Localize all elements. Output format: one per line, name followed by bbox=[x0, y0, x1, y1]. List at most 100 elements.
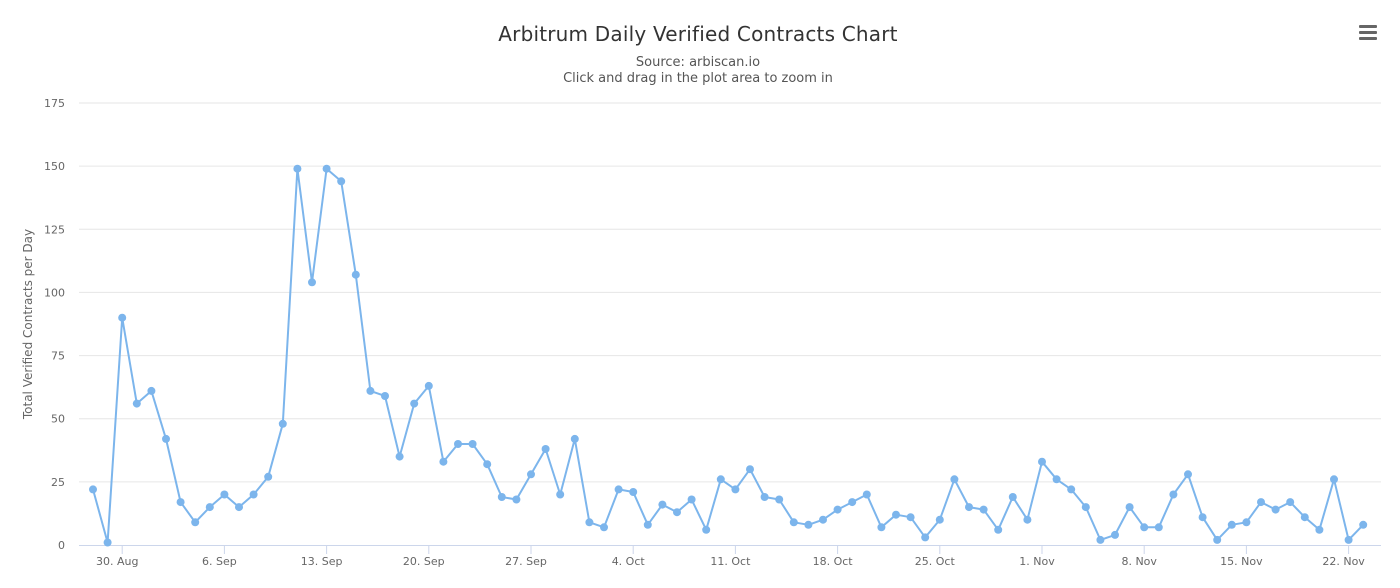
data-point bbox=[366, 386, 375, 395]
data-point bbox=[264, 472, 273, 481]
chart-subtitle: Source: arbiscan.io Click and drag in th… bbox=[0, 55, 1396, 87]
data-point bbox=[176, 498, 185, 507]
data-point bbox=[1300, 513, 1309, 522]
data-point bbox=[205, 503, 214, 512]
x-tick-label: 8. Nov bbox=[1121, 555, 1157, 568]
y-axis-title: Total Verified Contracts per Day bbox=[21, 229, 35, 420]
data-point bbox=[1111, 530, 1119, 539]
data-point bbox=[746, 465, 754, 474]
data-point bbox=[994, 525, 1003, 534]
data-point bbox=[1242, 518, 1251, 527]
data-point bbox=[191, 518, 200, 527]
data-point bbox=[1213, 535, 1222, 544]
x-tick-label: 4. Oct bbox=[612, 555, 646, 568]
data-point bbox=[892, 510, 900, 519]
data-point bbox=[381, 392, 389, 400]
data-point bbox=[614, 485, 623, 494]
data-point bbox=[468, 440, 477, 448]
data-point bbox=[249, 490, 258, 499]
data-point bbox=[600, 523, 608, 532]
x-tick-label: 20. Sep bbox=[403, 555, 445, 568]
data-point bbox=[527, 470, 535, 479]
data-point bbox=[1344, 535, 1353, 544]
y-tick-label: 100 bbox=[44, 286, 65, 299]
y-tick-label: 75 bbox=[51, 350, 65, 363]
subtitle-zoom-hint: Click and drag in the plot area to zoom … bbox=[563, 71, 833, 86]
data-point bbox=[132, 399, 141, 408]
data-point bbox=[556, 490, 565, 499]
data-point bbox=[293, 164, 302, 173]
data-point bbox=[162, 434, 170, 443]
data-point bbox=[629, 488, 638, 496]
data-point bbox=[1359, 520, 1368, 529]
data-point bbox=[673, 508, 681, 517]
data-point bbox=[1067, 485, 1076, 494]
data-point bbox=[483, 460, 492, 469]
data-point bbox=[658, 500, 667, 509]
data-point bbox=[308, 278, 316, 287]
data-point bbox=[220, 490, 229, 499]
chart-title: Arbitrum Daily Verified Contracts Chart bbox=[498, 22, 898, 46]
data-point bbox=[278, 419, 287, 428]
data-point bbox=[454, 440, 462, 448]
data-point bbox=[1140, 523, 1149, 532]
y-tick-label: 175 bbox=[44, 97, 65, 110]
x-tick-label: 13. Sep bbox=[301, 555, 343, 568]
data-point bbox=[716, 475, 725, 484]
data-point bbox=[1271, 505, 1280, 514]
data-point bbox=[687, 495, 696, 504]
data-point bbox=[439, 457, 448, 466]
data-point bbox=[877, 523, 886, 532]
x-tick-label: 11. Oct bbox=[710, 555, 751, 568]
data-point bbox=[395, 452, 404, 461]
data-point bbox=[147, 386, 156, 395]
data-point bbox=[1315, 525, 1324, 534]
data-point bbox=[935, 515, 944, 524]
data-point bbox=[512, 495, 521, 504]
y-tick-label: 25 bbox=[51, 476, 65, 489]
data-point bbox=[1227, 520, 1236, 529]
x-tick-label: 15. Nov bbox=[1220, 555, 1263, 568]
y-tick-label: 125 bbox=[44, 223, 65, 236]
subtitle-source: Source: arbiscan.io bbox=[635, 55, 761, 70]
data-point bbox=[89, 485, 97, 494]
data-point bbox=[1286, 498, 1295, 507]
data-point bbox=[1096, 535, 1105, 544]
data-point bbox=[906, 513, 915, 522]
x-tick-label: 22. Nov bbox=[1322, 555, 1365, 568]
data-point bbox=[1023, 515, 1032, 524]
data-point bbox=[337, 177, 346, 186]
x-tick-label: 1. Nov bbox=[1019, 555, 1055, 568]
x-tick-label: 30. Aug bbox=[96, 555, 138, 568]
data-point bbox=[775, 495, 784, 504]
data-point bbox=[1125, 503, 1134, 512]
data-point bbox=[789, 518, 798, 527]
data-point bbox=[833, 505, 842, 514]
data-point bbox=[585, 518, 594, 527]
y-tick-label: 150 bbox=[44, 160, 65, 173]
data-point bbox=[570, 434, 579, 443]
data-point bbox=[1330, 475, 1338, 484]
data-point bbox=[1052, 475, 1061, 484]
data-point bbox=[1257, 498, 1265, 507]
data-point bbox=[1169, 490, 1178, 499]
data-point bbox=[235, 503, 243, 512]
data-point bbox=[1081, 503, 1090, 512]
data-point bbox=[1008, 493, 1017, 501]
data-point bbox=[950, 475, 959, 484]
data-point bbox=[979, 505, 988, 514]
data-point bbox=[965, 503, 973, 512]
data-point bbox=[351, 270, 360, 279]
data-point bbox=[424, 381, 433, 390]
hamburger-menu-icon[interactable] bbox=[1358, 25, 1380, 45]
series-line bbox=[92, 167, 1364, 544]
data-point bbox=[731, 485, 740, 494]
data-point bbox=[702, 525, 711, 534]
data-point bbox=[541, 445, 550, 453]
data-point bbox=[410, 399, 419, 408]
x-tick-label: 25. Oct bbox=[915, 555, 956, 568]
data-point bbox=[322, 164, 331, 173]
x-tick-label: 6. Sep bbox=[202, 555, 237, 568]
data-point bbox=[862, 490, 871, 499]
